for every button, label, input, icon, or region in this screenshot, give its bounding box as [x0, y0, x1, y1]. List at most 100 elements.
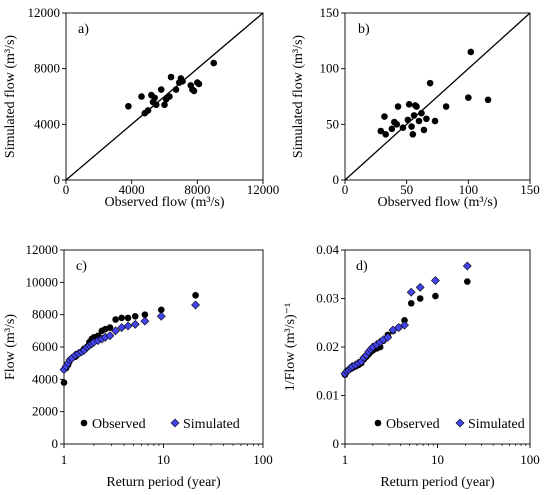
y-tick-label: 12000: [28, 5, 61, 20]
data-point: [484, 96, 492, 104]
data-point: [431, 117, 439, 125]
data-point: [166, 93, 173, 100]
x-axis-label: Return period (year): [106, 475, 221, 490]
legend-label: Observed: [386, 417, 440, 432]
legend-marker-simulated: [170, 418, 180, 428]
x-tick-label: 1: [61, 452, 68, 467]
data-point: [381, 113, 388, 120]
data-point-simulated: [400, 320, 409, 330]
plot-frame: [344, 12, 531, 181]
y-tick-label: 8000: [32, 307, 58, 322]
data-point-simulated: [140, 316, 150, 326]
panel-label: c): [76, 259, 87, 274]
data-point: [179, 77, 186, 85]
x-tick-label: 0: [63, 182, 70, 197]
y-axis-label: Simulated flow (m³/s): [291, 35, 306, 159]
y-axis-label: Simulated flow (m³/s): [3, 35, 18, 159]
data-point-observed: [416, 295, 424, 302]
panel-d: d) 1 10 100 0 0.01 0.02 0.03 0.04 Return period …: [283, 242, 540, 490]
legend-label: Simulated: [468, 417, 525, 432]
data-point-observed: [157, 306, 165, 314]
x-tick-label: 1: [342, 452, 349, 467]
data-point: [465, 94, 472, 101]
data-point: [420, 126, 428, 134]
data-point: [210, 59, 218, 67]
x-tick-label: 0: [342, 182, 349, 197]
y-axis-label: Flow (m³/s): [3, 314, 18, 380]
panel-label: b): [358, 22, 370, 37]
data-point: [404, 116, 412, 124]
data-point: [195, 80, 203, 88]
data-point: [399, 124, 407, 131]
panel-a: a) 0 4000 8000 12000 0 4000 8000 12000 Observed …: [3, 5, 279, 210]
data-point: [190, 87, 198, 95]
data-point: [388, 125, 396, 133]
data-point: [418, 109, 425, 117]
x-axis-label: Observed flow (m³/s): [104, 195, 224, 210]
y-tick-label: 50: [326, 116, 339, 131]
data-point-observed: [118, 314, 125, 322]
x-tick-label: 12000: [247, 182, 280, 197]
data-point: [161, 101, 168, 109]
y-tick-label: 12000: [26, 242, 59, 257]
data-point: [426, 79, 434, 87]
one-to-one-line: [344, 12, 531, 181]
data-point: [157, 86, 165, 93]
x-tick-label: 100: [459, 182, 479, 197]
data-point: [413, 103, 420, 110]
data-point-simulated: [130, 319, 140, 329]
y-tick-label: 0.01: [316, 388, 339, 403]
x-axis-label: Return period (year): [380, 475, 495, 490]
x-tick-label: 10: [157, 452, 170, 467]
data-point-observed: [192, 291, 199, 299]
legend-marker-observed: [374, 419, 382, 427]
data-point: [152, 101, 160, 109]
data-point: [408, 123, 415, 130]
data-point-observed: [141, 311, 149, 318]
data-point-observed: [401, 317, 408, 324]
legend-label: Simulated: [183, 417, 240, 432]
x-axis-label: Observed flow (m³/s): [377, 195, 497, 210]
y-tick-label: 0: [52, 436, 59, 451]
data-point-simulated: [105, 331, 115, 341]
data-point: [144, 107, 152, 114]
y-tick-label: 0: [333, 436, 340, 451]
data-point: [405, 100, 413, 108]
panel-label: a): [78, 22, 89, 37]
data-point-simulated: [191, 300, 200, 310]
y-tick-label: 100: [320, 61, 340, 76]
data-point: [377, 127, 385, 135]
data-point-simulated: [383, 332, 393, 342]
data-point-simulated: [156, 311, 166, 321]
data-point-observed: [106, 324, 114, 331]
x-tick-label: 150: [520, 182, 540, 197]
data-point-observed: [60, 379, 68, 386]
y-tick-label: 8000: [34, 61, 60, 76]
data-point: [409, 131, 417, 138]
y-tick-label: 0: [333, 172, 340, 187]
data-point: [151, 94, 158, 102]
data-point-observed: [407, 300, 415, 307]
data-point-observed: [124, 314, 132, 322]
data-point: [167, 73, 175, 81]
y-tick-label: 10000: [26, 274, 59, 289]
y-tick-label: 150: [320, 5, 340, 20]
data-point: [172, 86, 180, 93]
data-point: [423, 115, 430, 123]
x-tick-label: 50: [400, 182, 413, 197]
x-tick-label: 8000: [184, 182, 210, 197]
y-tick-label: 0.02: [316, 339, 339, 354]
data-point-simulated: [406, 287, 416, 297]
data-point: [442, 103, 450, 110]
plot-frame: [63, 249, 264, 445]
data-point: [138, 93, 145, 100]
data-point-observed: [432, 292, 439, 300]
y-tick-label: 0.04: [316, 242, 339, 257]
data-point: [415, 117, 423, 125]
legend-marker-simulated: [455, 418, 465, 428]
y-tick-label: 0.03: [316, 291, 339, 306]
data-point: [125, 102, 132, 110]
x-tick-label: 100: [520, 452, 540, 467]
x-tick-label: 4000: [119, 182, 145, 197]
